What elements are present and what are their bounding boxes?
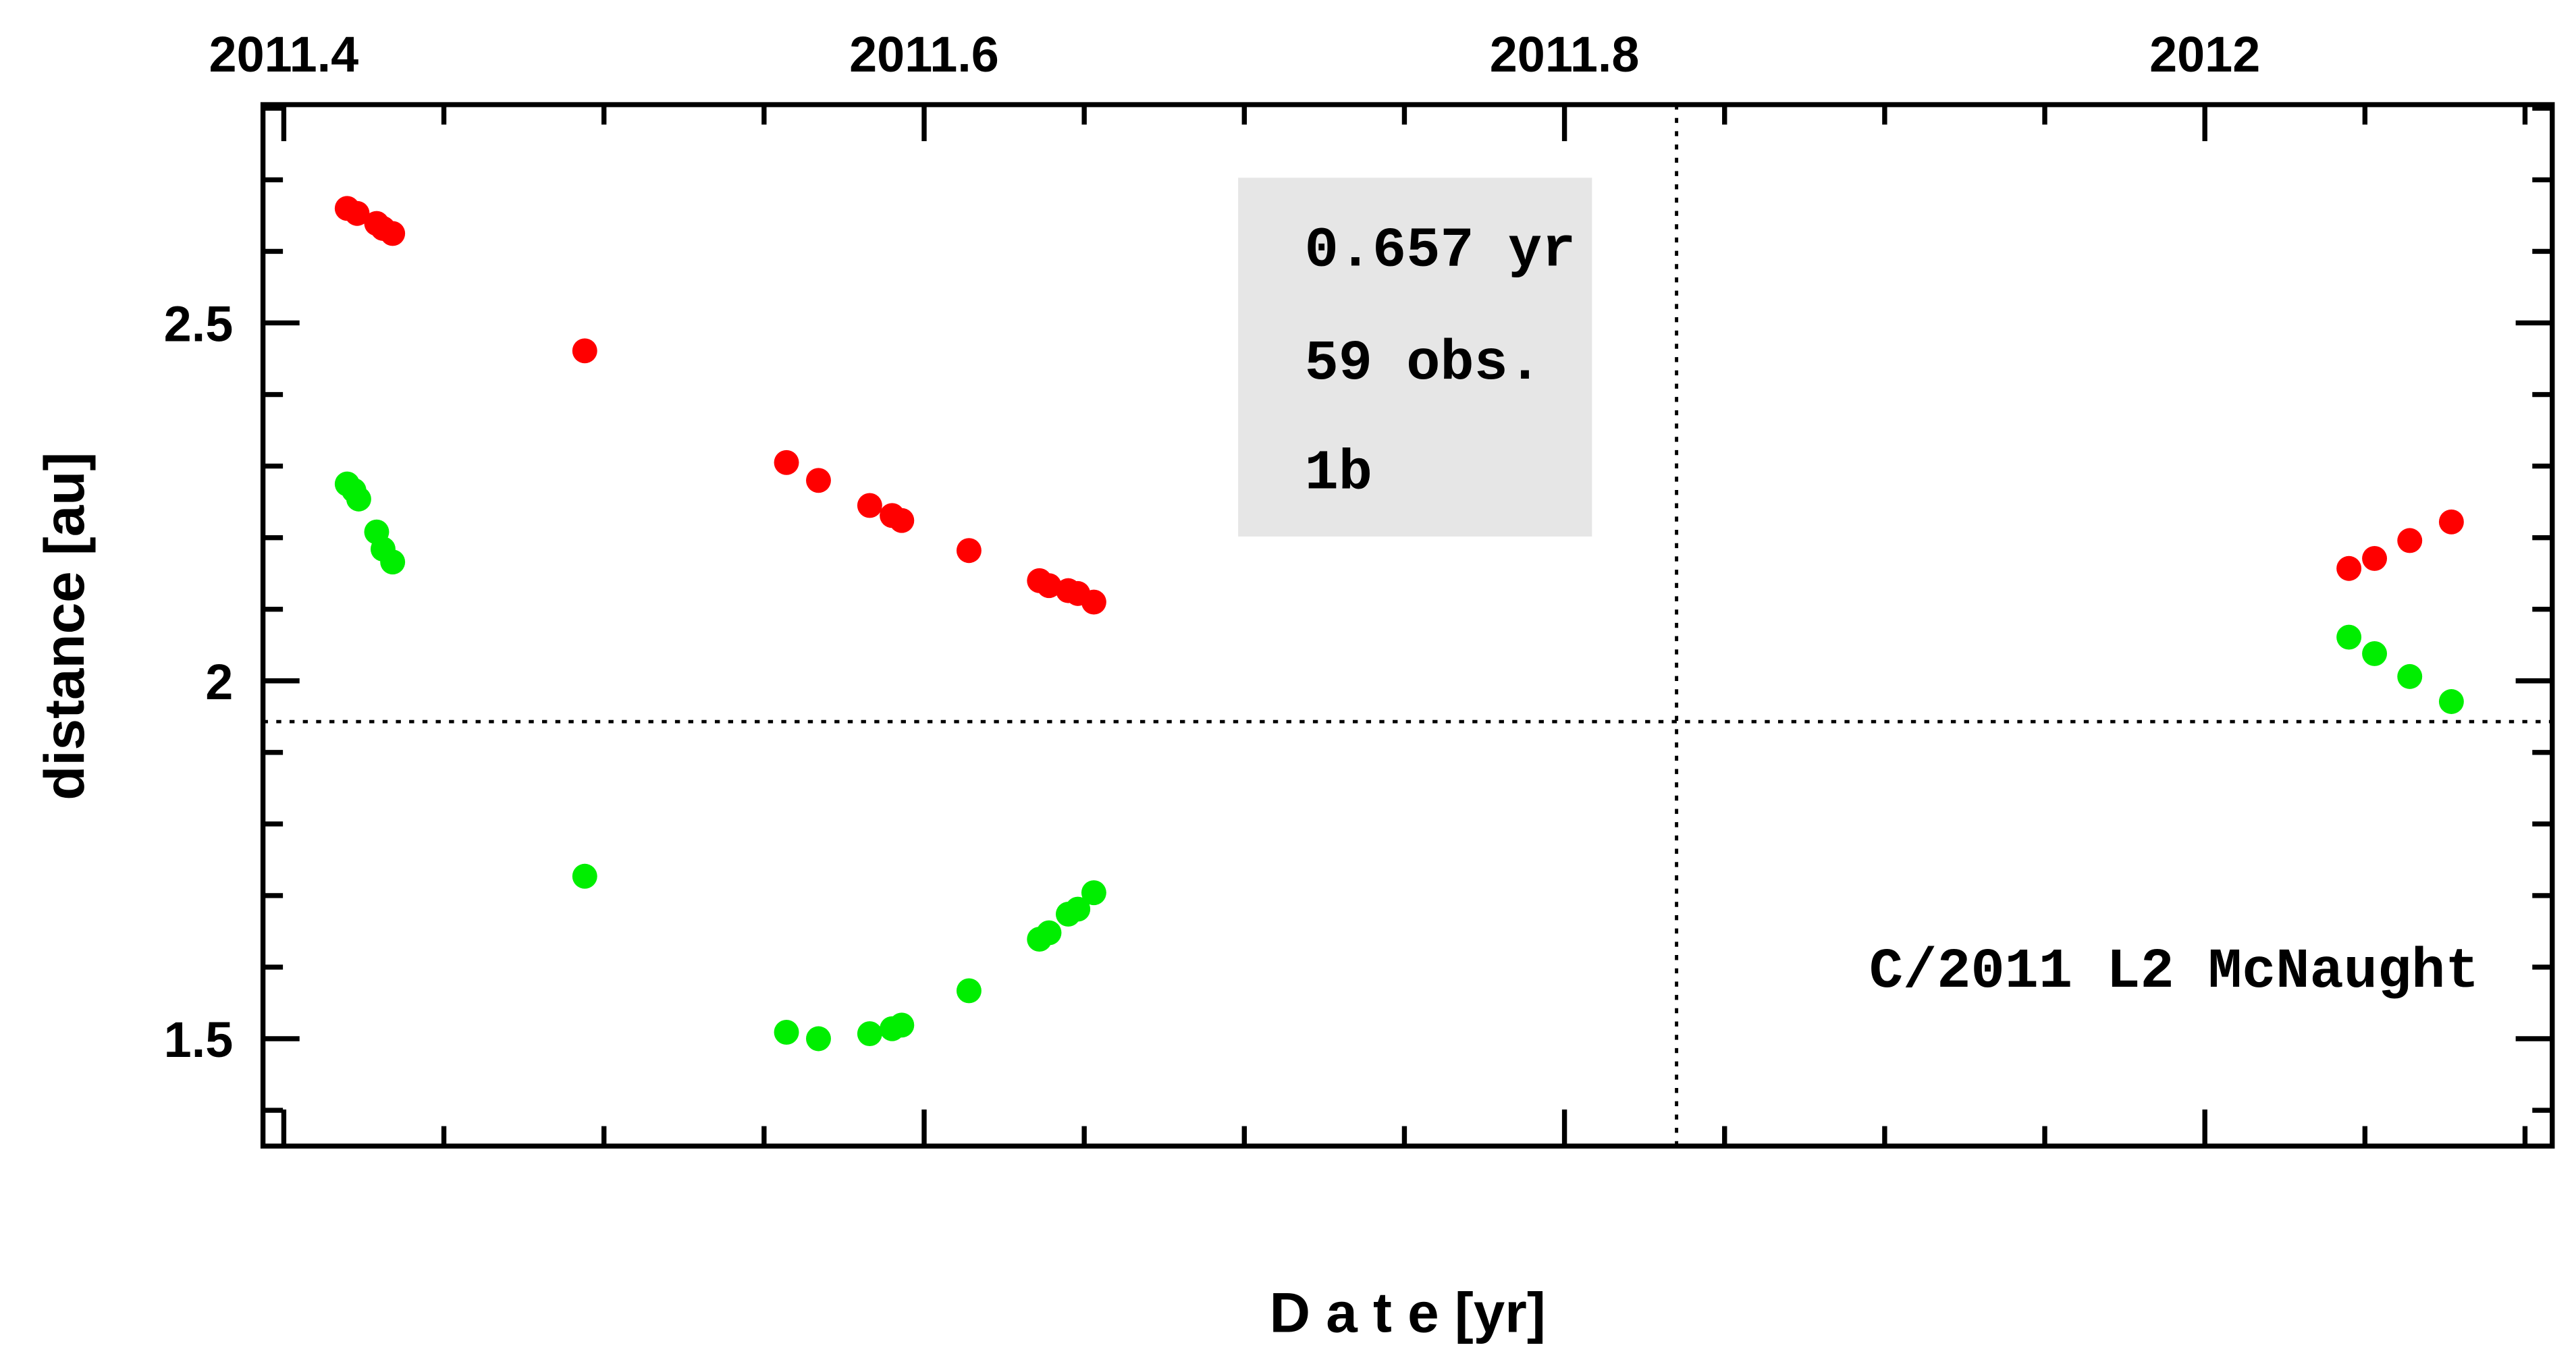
x-tick-label: 2011.8 bbox=[1490, 26, 1640, 82]
green-data-point bbox=[774, 1019, 799, 1045]
axis-ticks bbox=[263, 105, 2552, 1147]
data-points bbox=[334, 196, 2464, 1052]
y-tick-label: 2.5 bbox=[164, 296, 234, 352]
green-data-point bbox=[1065, 896, 1091, 922]
red-data-point bbox=[1036, 573, 1062, 599]
green-data-point bbox=[857, 1021, 882, 1047]
red-data-point bbox=[889, 508, 915, 533]
red-data-point bbox=[2362, 545, 2388, 571]
green-data-point bbox=[346, 486, 371, 512]
green-data-point bbox=[956, 978, 982, 1004]
red-data-point bbox=[344, 200, 370, 226]
green-data-point bbox=[1036, 920, 1062, 946]
plot-frame bbox=[260, 102, 2555, 1149]
green-data-point bbox=[2362, 641, 2388, 666]
x-tick-label: 2012 bbox=[2149, 26, 2260, 82]
comet-name-annotation: C/2011 L2 McNaught bbox=[1869, 940, 2479, 1004]
y-axis-title: distance [au] bbox=[32, 452, 96, 800]
red-data-point bbox=[1081, 589, 1106, 615]
green-data-point bbox=[1081, 880, 1106, 906]
green-data-point bbox=[2397, 663, 2423, 689]
green-data-point bbox=[572, 863, 597, 889]
y-tick-label: 1.5 bbox=[164, 1012, 234, 1068]
x-tick-label: 2011.4 bbox=[209, 26, 359, 82]
info-box-line-2: 59 obs. bbox=[1305, 332, 1542, 396]
green-data-point bbox=[889, 1012, 915, 1038]
green-data-point bbox=[2336, 624, 2362, 650]
info-box bbox=[1238, 178, 1592, 537]
red-data-point bbox=[380, 221, 406, 246]
red-data-point bbox=[806, 468, 831, 493]
green-data-point bbox=[2438, 689, 2464, 714]
green-data-point bbox=[380, 549, 406, 575]
x-axis-title: D a t e [yr] bbox=[1270, 1281, 1546, 1344]
red-data-point bbox=[2336, 555, 2362, 581]
red-data-point bbox=[956, 538, 982, 564]
red-data-point bbox=[857, 493, 882, 518]
reference-lines bbox=[263, 105, 2552, 1147]
red-data-point bbox=[572, 338, 597, 364]
green-data-point bbox=[806, 1026, 831, 1052]
red-data-point bbox=[2438, 509, 2464, 535]
tick-labels: 2011.4 2011.6 2011.8 2012 1.5 2 2.5 bbox=[164, 26, 2261, 1068]
x-tick-label: 2011.6 bbox=[849, 26, 999, 82]
info-box-line-3: 1b bbox=[1305, 442, 1372, 506]
y-tick-label: 2 bbox=[205, 654, 233, 710]
red-data-point bbox=[774, 450, 799, 475]
info-box-line-1: 0.657 yr bbox=[1305, 219, 1576, 283]
red-data-point bbox=[2397, 528, 2423, 553]
